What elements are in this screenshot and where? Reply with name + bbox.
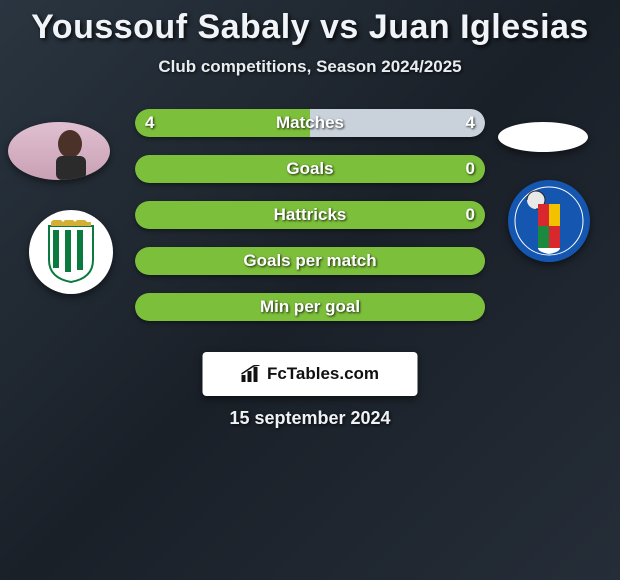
betis-crest-icon: [43, 220, 99, 284]
club-right-crest: [508, 180, 590, 262]
stat-label: Goals per match: [135, 251, 485, 271]
stat-row: Goals per match: [135, 247, 485, 275]
stat-label: Goals: [135, 159, 485, 179]
stat-label: Min per goal: [135, 297, 485, 317]
date-text: 15 september 2024: [0, 408, 620, 429]
stat-label: Hattricks: [135, 205, 485, 225]
getafe-crest-icon: [508, 180, 590, 262]
club-left-crest: [29, 210, 113, 294]
stat-label: Matches: [135, 113, 485, 133]
page-subtitle: Club competitions, Season 2024/2025: [0, 57, 620, 77]
stat-row: 0Goals: [135, 155, 485, 183]
player-left-avatar: [8, 122, 110, 180]
stat-row: 0Hattricks: [135, 201, 485, 229]
stat-row: Min per goal: [135, 293, 485, 321]
branding-box: FcTables.com: [203, 352, 418, 396]
page-title: Youssouf Sabaly vs Juan Iglesias: [0, 0, 620, 47]
player-right-avatar: [498, 122, 588, 152]
stat-row: 44Matches: [135, 109, 485, 137]
branding-text: FcTables.com: [267, 364, 379, 384]
bars-icon: [241, 365, 263, 383]
